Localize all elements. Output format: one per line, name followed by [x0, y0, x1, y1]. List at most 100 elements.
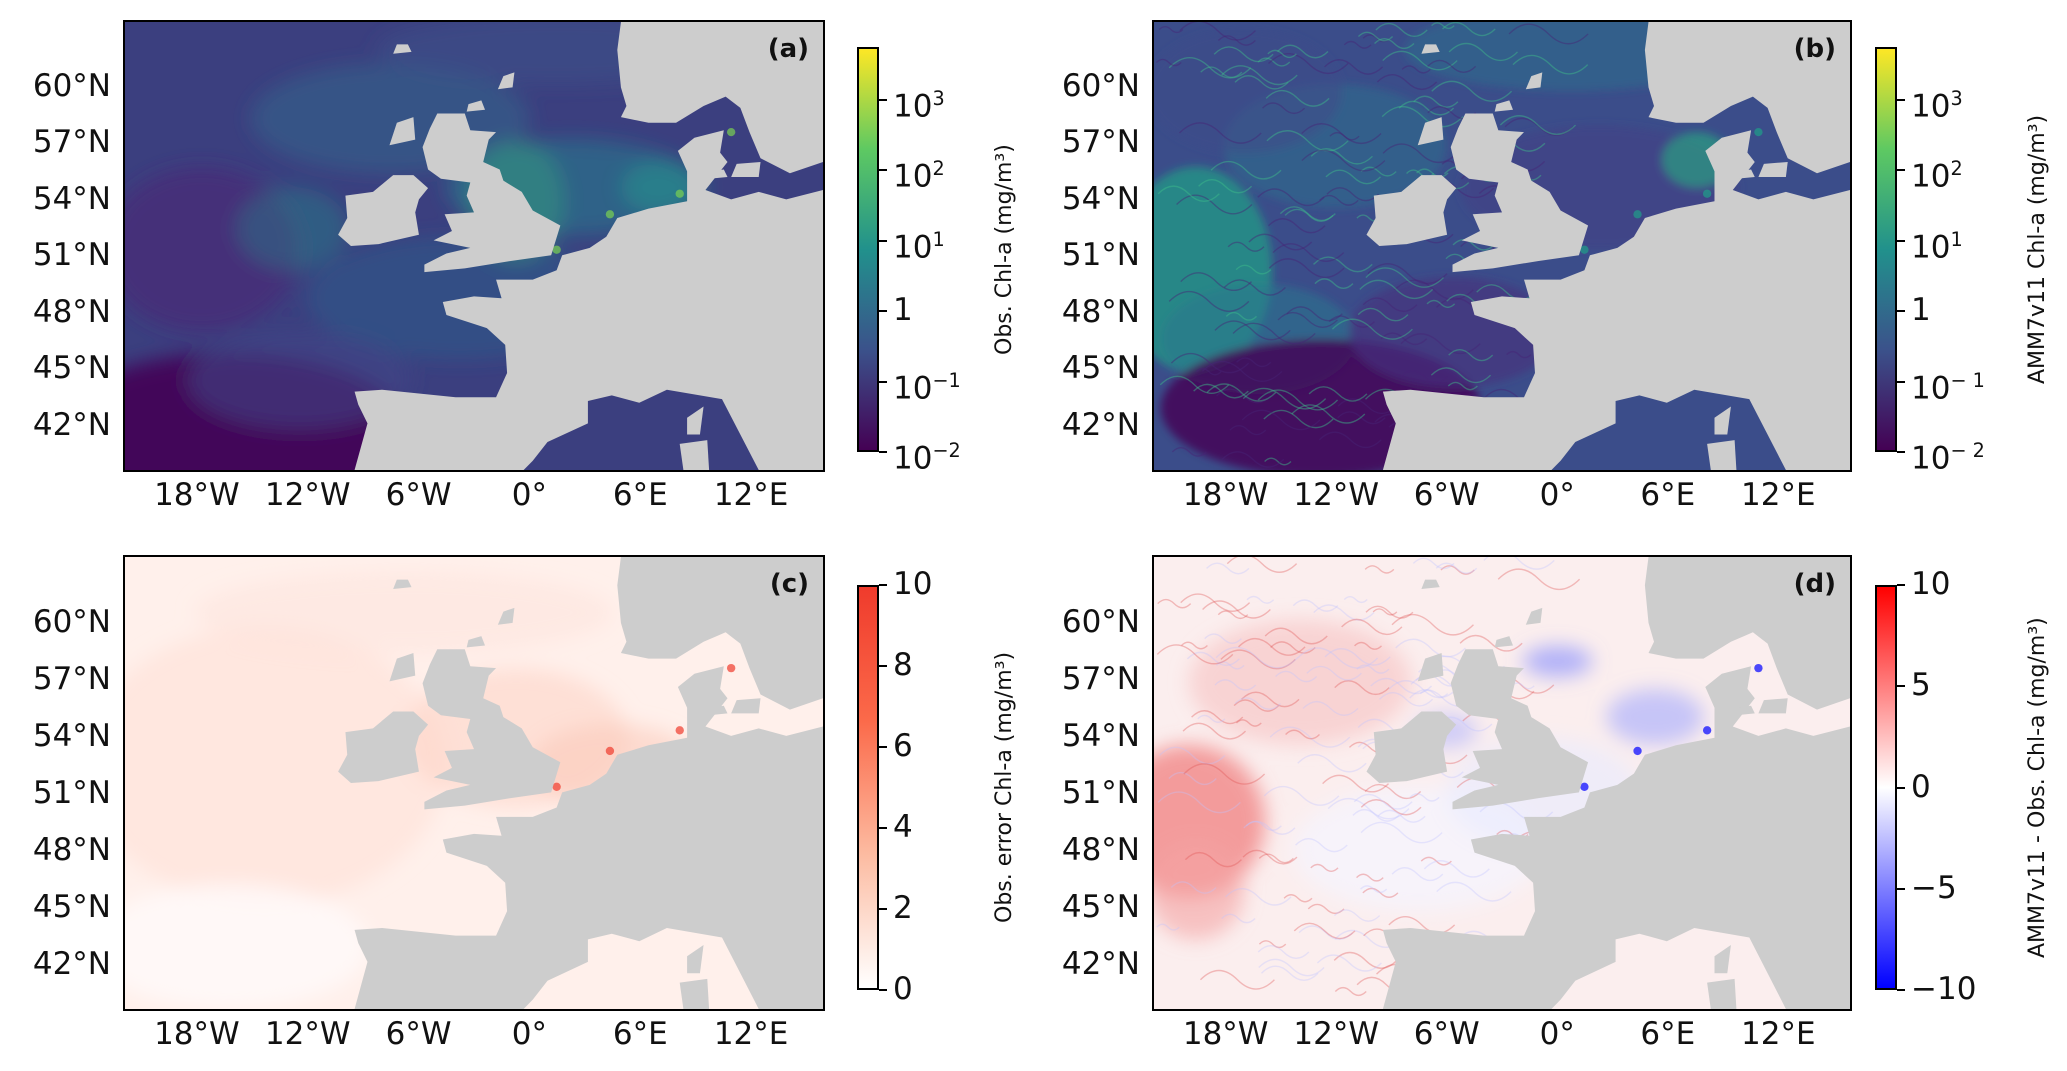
- land-corsica: [1714, 944, 1731, 974]
- land: [338, 557, 823, 1009]
- map-panel-a: (a): [123, 20, 825, 472]
- land-faroe: [393, 44, 412, 54]
- land-sardinia: [1707, 978, 1737, 1009]
- colorbar-tick-mark: [879, 169, 887, 172]
- lon-tick-label: 0°: [511, 477, 548, 513]
- colorbar-tick-label: 102: [1911, 157, 1963, 195]
- land-gb: [1450, 649, 1589, 810]
- land-hebrides: [1417, 117, 1444, 146]
- land-shetland: [1525, 72, 1543, 90]
- colorbar-tick-label: 10: [893, 566, 933, 602]
- lon-tick-label: 6°E: [1640, 1016, 1696, 1052]
- land-orkney: [1494, 100, 1513, 112]
- colorbar-tick-mark: [1897, 98, 1905, 101]
- colorbar-tick-label: 101: [1911, 227, 1963, 266]
- colorbar-tick-label: 6: [893, 728, 913, 764]
- map-canvas-c: [125, 557, 823, 1009]
- colorbar-tick-mark: [1897, 239, 1905, 242]
- land-orkney: [466, 100, 486, 112]
- lon-tick-label: 18°W: [154, 477, 240, 513]
- ocean-pattern: [125, 570, 698, 1009]
- land-orkney: [466, 636, 486, 648]
- colorbar-tick-mark: [1897, 685, 1905, 688]
- colorbar-d: [1875, 585, 1897, 990]
- colorbar-tick-mark: [879, 451, 887, 453]
- colorbar-tick-mark: [879, 380, 887, 383]
- map-canvas-b: [1154, 22, 1850, 470]
- colorbar-tick-label: 10−2: [893, 439, 961, 477]
- lon-tick-label: 6°E: [1640, 477, 1696, 513]
- lat-tick-label: 60°N: [32, 603, 111, 640]
- land-gb: [422, 649, 561, 810]
- land-funen: [1736, 169, 1755, 179]
- land-zealand: [731, 161, 761, 177]
- land-europe: [354, 666, 823, 1009]
- land-scandinavia: [1644, 557, 1850, 710]
- eddy-texture: [1155, 22, 1589, 470]
- land-ireland: [338, 711, 429, 783]
- land-corsica: [1714, 406, 1731, 435]
- lat-tick-label: 48°N: [32, 831, 111, 868]
- colorbar-tick-label: 101: [893, 227, 945, 266]
- land-orkney: [1494, 636, 1513, 648]
- land-europe: [1382, 130, 1850, 470]
- colorbar-tick-label: 8: [893, 647, 913, 683]
- colorbar-label: Obs. error Chl-a (mg/m³): [992, 651, 1017, 923]
- land-faroe: [393, 579, 412, 589]
- lon-tick-label: 12°E: [1741, 477, 1816, 513]
- land-hebrides: [389, 653, 416, 682]
- land-zealand: [1758, 698, 1788, 714]
- colorbar-tick-label: 10− 1: [1911, 368, 1985, 406]
- colorbar-tick-mark: [879, 746, 887, 748]
- lon-tick-label: 12°W: [1293, 477, 1379, 513]
- lat-tick-label: 42°N: [32, 406, 111, 443]
- panel-tag: (b): [1793, 34, 1836, 64]
- lon-tick-label: 6°W: [385, 1016, 452, 1052]
- land-gb: [1450, 113, 1589, 273]
- land: [1366, 557, 1850, 1009]
- colorbar-tick-mark: [879, 665, 887, 667]
- colorbar-tick-label: 10− 2: [1911, 439, 1985, 477]
- lon-tick-label: 12°E: [1741, 1016, 1816, 1052]
- map-canvas-a: [125, 22, 823, 470]
- colorbar-tick-mark: [1897, 380, 1905, 383]
- land-sardinia: [679, 978, 710, 1009]
- lon-tick-label: 0°: [1539, 1016, 1575, 1052]
- lat-tick-label: 57°N: [1061, 124, 1140, 161]
- lat-tick-label: 51°N: [32, 237, 111, 274]
- lon-tick-label: 0°: [511, 1016, 548, 1052]
- panel-tag: (c): [769, 569, 809, 599]
- lat-tick-label: 42°N: [1061, 406, 1140, 443]
- lat-tick-label: 45°N: [1061, 888, 1140, 925]
- colorbar-tick-label: 1: [893, 292, 913, 329]
- land-ireland: [1366, 175, 1457, 246]
- map-panel-b: (b): [1152, 20, 1852, 472]
- land-funen: [709, 169, 728, 179]
- lon-tick-label: 18°W: [1182, 477, 1269, 513]
- colorbar-tick-label: 102: [893, 157, 945, 195]
- land-zealand: [731, 698, 761, 714]
- colorbar-tick-mark: [879, 827, 887, 829]
- panel-tag: (d): [1793, 569, 1836, 599]
- map-panel-d: (d): [1152, 555, 1852, 1011]
- land-scandinavia: [617, 557, 823, 710]
- lon-tick-label: 18°W: [1182, 1016, 1269, 1052]
- lat-tick-label: 57°N: [32, 124, 111, 161]
- lon-tick-label: 6°W: [1413, 1016, 1480, 1052]
- lon-tick-label: 6°E: [612, 477, 668, 513]
- lon-tick-label: 18°W: [154, 1016, 240, 1052]
- lat-tick-label: 45°N: [32, 350, 111, 387]
- lat-tick-label: 42°N: [1061, 945, 1140, 982]
- colorbar-tick-label: 103: [1911, 86, 1963, 125]
- colorbar-tick-label: 103: [893, 86, 945, 125]
- lat-tick-label: 54°N: [32, 717, 111, 754]
- colorbar-tick-mark: [1897, 887, 1905, 890]
- lon-tick-label: 12°W: [1293, 1016, 1379, 1052]
- lat-tick-label: 54°N: [32, 180, 111, 217]
- lat-tick-label: 45°N: [1061, 350, 1140, 387]
- lat-tick-label: 51°N: [1061, 774, 1140, 811]
- lat-tick-label: 60°N: [1061, 603, 1140, 640]
- lon-tick-label: 6°W: [385, 477, 452, 513]
- land-scandinavia: [617, 22, 823, 174]
